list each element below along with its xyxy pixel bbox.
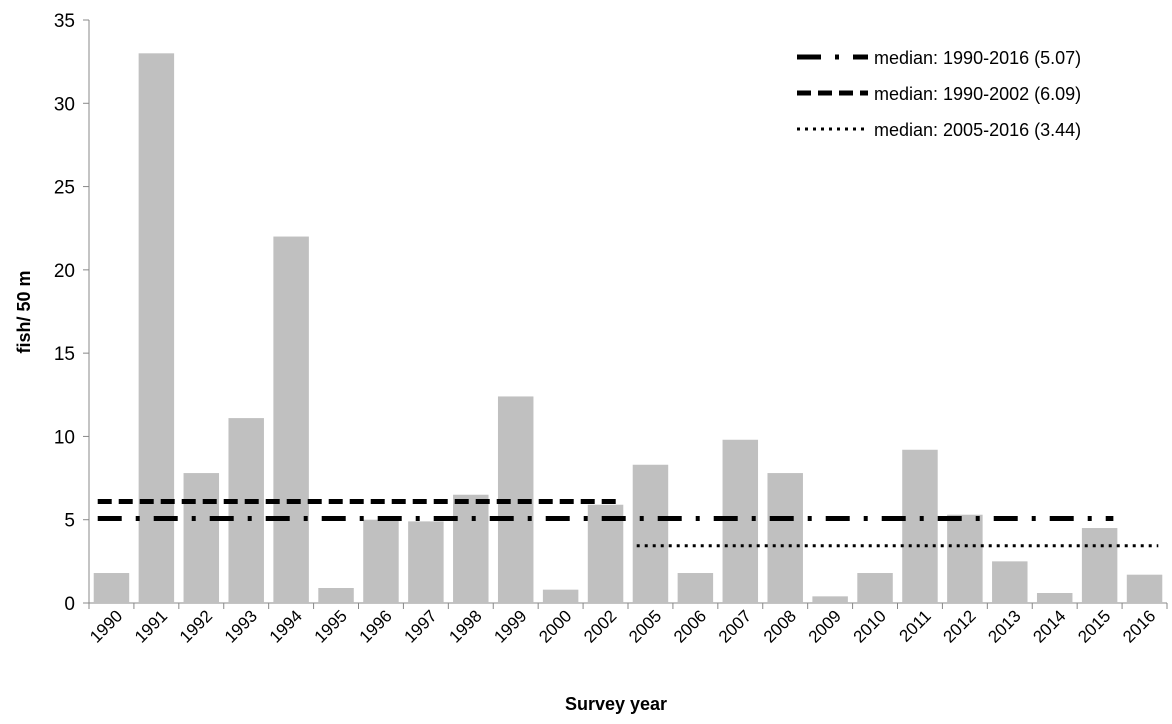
y-tick-labels: 0 5 10 15 20 25 30 35 xyxy=(54,11,75,615)
x-tick-label: 1998 xyxy=(445,606,485,646)
bar-1990 xyxy=(93,573,130,603)
x-tick-label: 1990 xyxy=(86,606,126,646)
y-tick-label: 15 xyxy=(54,344,75,365)
x-tick-label: 2012 xyxy=(940,606,980,646)
bar-2013 xyxy=(992,561,1028,603)
x-tick-labels: 1990 1991 1992 1993 1994 1995 1996 1997 1998 1999… xyxy=(86,606,1159,646)
y-tick-label: 0 xyxy=(64,594,75,615)
bar-2002 xyxy=(587,504,624,603)
y-tick-label: 20 xyxy=(54,261,75,282)
bar-1997 xyxy=(408,521,444,603)
median-lines xyxy=(97,499,1159,548)
bar-1991 xyxy=(138,53,175,604)
x-tick-label: 2010 xyxy=(850,606,890,646)
legend-label-3: median: 2005-2016 (3.44) xyxy=(874,120,1081,140)
bar-2015 xyxy=(1081,528,1118,603)
y-tick-label: 5 xyxy=(64,511,75,532)
x-tick-label: 1999 xyxy=(490,606,530,646)
legend: median: 1990-2016 (5.07) median: 1990-200… xyxy=(797,48,1081,140)
bar-2016 xyxy=(1126,574,1163,603)
x-tick-label: 2008 xyxy=(760,606,800,646)
bar-1992 xyxy=(183,473,220,603)
x-tick-label: 2016 xyxy=(1119,606,1159,646)
x-tick-label: 2013 xyxy=(984,606,1024,646)
x-tick-label: 1995 xyxy=(311,606,351,646)
y-tick-label: 35 xyxy=(54,11,75,32)
x-tick-label: 2006 xyxy=(670,606,710,646)
bar-2006 xyxy=(677,573,714,603)
bar-2008 xyxy=(767,473,803,603)
bar-1995 xyxy=(318,588,354,603)
bar-1993 xyxy=(228,418,264,603)
x-tick-label: 1997 xyxy=(401,606,441,646)
bars xyxy=(93,53,1163,604)
bar-2005 xyxy=(632,464,669,603)
x-tick-label: 1991 xyxy=(131,606,171,646)
x-tick-label: 2005 xyxy=(625,606,665,646)
bar-2010 xyxy=(857,573,893,603)
bar-1998 xyxy=(453,494,489,603)
axes xyxy=(83,19,1168,609)
bar-2014 xyxy=(1036,593,1073,603)
legend-label-1: median: 1990-2016 (5.07) xyxy=(874,48,1081,68)
x-tick-label: 2011 xyxy=(895,606,934,645)
x-tick-label: 2014 xyxy=(1029,606,1069,646)
x-tick-label: 1992 xyxy=(176,606,216,646)
bar-1994 xyxy=(273,236,309,604)
x-tick-label: 2015 xyxy=(1074,606,1114,646)
y-axis-title: fish/ 50 m xyxy=(14,270,34,353)
y-tick-label: 30 xyxy=(54,94,75,115)
x-tick-label: 2009 xyxy=(805,606,845,646)
x-tick-label: 1996 xyxy=(356,606,396,646)
bar-1996 xyxy=(363,519,399,603)
y-tick-label: 25 xyxy=(54,178,75,199)
x-tick-label: 2000 xyxy=(535,606,575,646)
legend-label-2: median: 1990-2002 (6.09) xyxy=(874,84,1081,104)
bar-2007 xyxy=(722,439,759,603)
x-tick-label: 2007 xyxy=(715,606,755,646)
y-tick-label: 10 xyxy=(54,427,75,448)
bar-2011 xyxy=(902,449,938,603)
x-tick-label: 1994 xyxy=(266,606,306,646)
bar-2009 xyxy=(812,596,848,603)
x-axis-title: Survey year xyxy=(565,694,667,714)
x-tick-label: 1993 xyxy=(221,606,261,646)
bar-2000 xyxy=(542,589,579,603)
bar-2012 xyxy=(947,514,983,603)
x-tick-label: 2002 xyxy=(580,606,620,646)
